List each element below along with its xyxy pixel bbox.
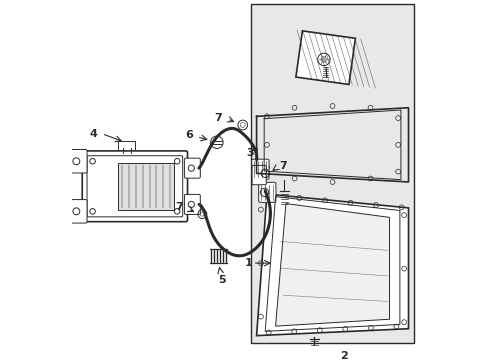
FancyBboxPatch shape [82, 151, 187, 222]
Polygon shape [256, 194, 407, 336]
Text: 7: 7 [279, 161, 286, 171]
Text: 1: 1 [244, 258, 252, 268]
Bar [118, 163, 173, 210]
Text: 6: 6 [184, 130, 192, 140]
Text: 7: 7 [175, 202, 183, 212]
FancyBboxPatch shape [258, 182, 275, 202]
FancyBboxPatch shape [67, 149, 87, 173]
Bar [251, 4, 413, 342]
FancyBboxPatch shape [184, 158, 200, 178]
Text: 4: 4 [89, 129, 97, 139]
FancyBboxPatch shape [67, 199, 87, 223]
FancyBboxPatch shape [184, 194, 200, 215]
Polygon shape [275, 203, 389, 326]
Circle shape [320, 56, 326, 63]
Text: 7: 7 [214, 113, 222, 123]
FancyBboxPatch shape [87, 156, 183, 217]
Text: 5: 5 [218, 275, 225, 285]
Text: 2: 2 [340, 351, 347, 360]
FancyBboxPatch shape [252, 165, 265, 185]
Text: 3: 3 [246, 148, 254, 158]
Polygon shape [295, 31, 355, 85]
FancyBboxPatch shape [251, 159, 268, 179]
